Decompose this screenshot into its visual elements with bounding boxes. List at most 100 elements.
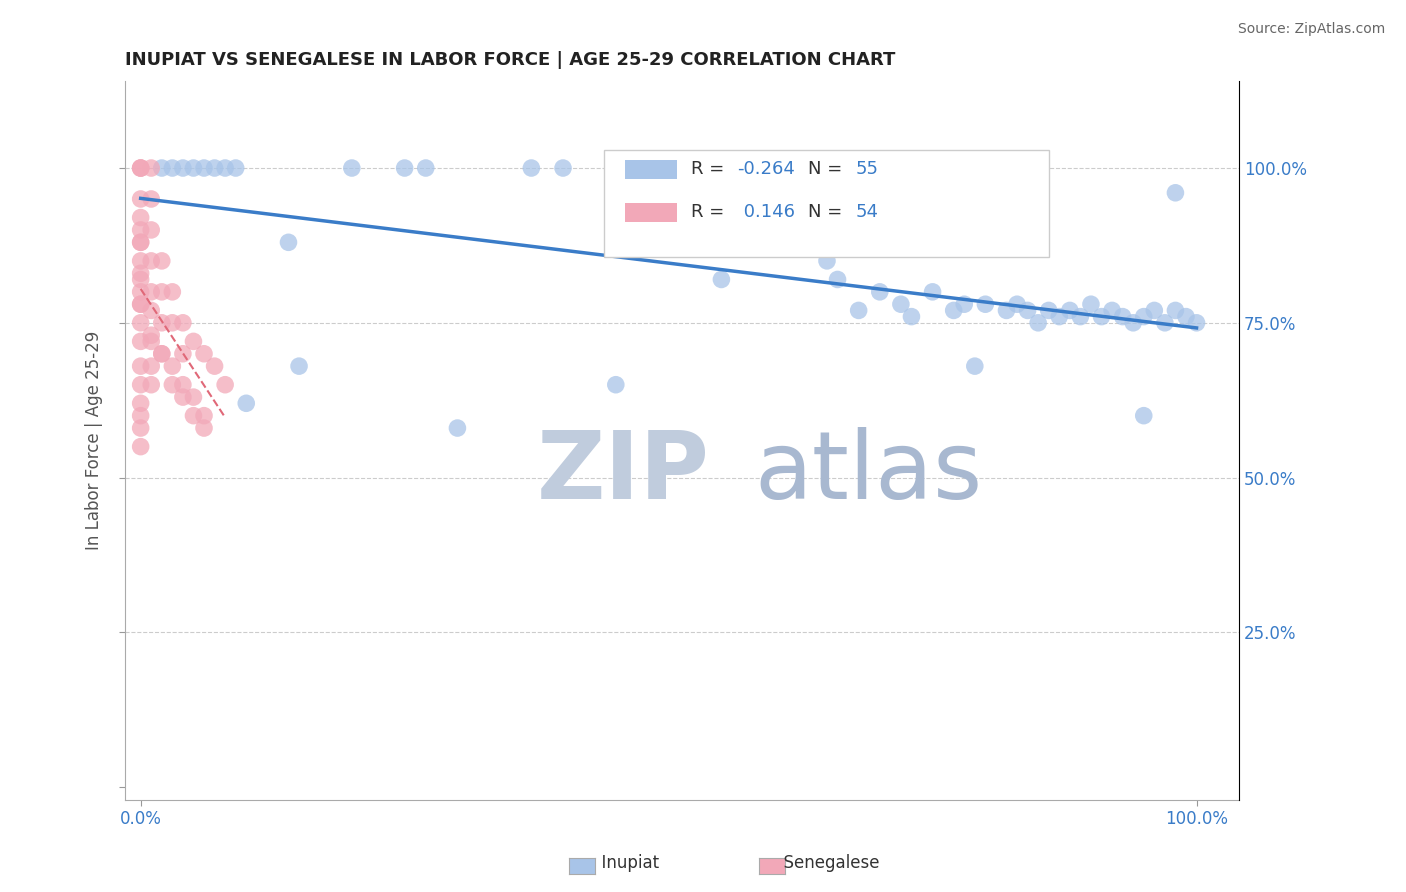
FancyBboxPatch shape [626, 202, 678, 222]
Point [193, 161, 215, 175]
Point [1101, 303, 1123, 318]
Point [150, 253, 173, 268]
Point [1090, 310, 1112, 324]
Point [710, 272, 733, 286]
Point [1153, 316, 1175, 330]
Point [214, 161, 236, 175]
Point [172, 347, 194, 361]
Point [183, 334, 205, 349]
Point [162, 359, 184, 373]
Point [129, 359, 152, 373]
Point [129, 334, 152, 349]
Point [900, 310, 922, 324]
Point [415, 161, 437, 175]
Point [827, 272, 849, 286]
FancyBboxPatch shape [603, 150, 1049, 257]
Point [235, 396, 257, 410]
Point [942, 303, 965, 318]
Text: 54: 54 [856, 203, 879, 221]
Point [183, 409, 205, 423]
Point [129, 192, 152, 206]
Point [129, 396, 152, 410]
Point [141, 223, 163, 237]
Point [277, 235, 299, 250]
Point [785, 235, 807, 250]
Point [1038, 303, 1060, 318]
Point [150, 347, 173, 361]
Point [995, 303, 1018, 318]
Point [141, 192, 163, 206]
Point [129, 161, 152, 175]
Point [129, 316, 152, 330]
Text: 55: 55 [856, 160, 879, 178]
Point [129, 421, 152, 435]
Point [1122, 316, 1144, 330]
Point [162, 377, 184, 392]
Point [150, 347, 173, 361]
Point [141, 334, 163, 349]
Point [1132, 409, 1154, 423]
Point [150, 316, 173, 330]
Point [129, 266, 152, 280]
Point [129, 223, 152, 237]
Point [848, 303, 870, 318]
Point [204, 359, 226, 373]
Point [141, 328, 163, 343]
Point [1132, 310, 1154, 324]
Point [446, 421, 468, 435]
Point [129, 297, 152, 311]
Point [183, 161, 205, 175]
Point [1143, 303, 1166, 318]
Text: N =: N = [807, 203, 848, 221]
Point [1005, 297, 1028, 311]
Point [162, 316, 184, 330]
Point [520, 161, 543, 175]
Point [204, 161, 226, 175]
Point [129, 211, 152, 225]
Point [129, 161, 152, 175]
Point [129, 272, 152, 286]
Point [162, 285, 184, 299]
Point [605, 377, 627, 392]
Text: Inupiat: Inupiat [591, 855, 658, 872]
Point [225, 161, 247, 175]
Point [288, 359, 311, 373]
Point [953, 297, 976, 311]
Point [129, 161, 152, 175]
Point [214, 377, 236, 392]
Text: N =: N = [807, 160, 848, 178]
Point [763, 235, 786, 250]
Point [963, 359, 986, 373]
Text: ZIP: ZIP [537, 426, 710, 519]
Point [129, 440, 152, 454]
Point [1017, 303, 1039, 318]
Point [1175, 310, 1198, 324]
Point [921, 285, 943, 299]
Point [193, 421, 215, 435]
Point [1111, 310, 1133, 324]
Text: atlas: atlas [754, 426, 983, 519]
Text: 0.146: 0.146 [738, 203, 794, 221]
Point [340, 161, 363, 175]
Point [183, 390, 205, 404]
Point [141, 253, 163, 268]
Point [141, 377, 163, 392]
Point [172, 377, 194, 392]
Point [129, 377, 152, 392]
Point [1047, 310, 1070, 324]
Text: Senegalese: Senegalese [773, 855, 880, 872]
Point [1026, 316, 1049, 330]
Point [974, 297, 997, 311]
Text: Source: ZipAtlas.com: Source: ZipAtlas.com [1237, 22, 1385, 37]
Point [1080, 297, 1102, 311]
Point [162, 161, 184, 175]
Text: R =: R = [690, 203, 730, 221]
Point [551, 161, 574, 175]
Text: INUPIAT VS SENEGALESE IN LABOR FORCE | AGE 25-29 CORRELATION CHART: INUPIAT VS SENEGALESE IN LABOR FORCE | A… [125, 51, 896, 69]
Point [815, 253, 838, 268]
Point [150, 161, 173, 175]
Point [172, 316, 194, 330]
Point [869, 285, 891, 299]
Point [193, 347, 215, 361]
Point [1185, 316, 1208, 330]
